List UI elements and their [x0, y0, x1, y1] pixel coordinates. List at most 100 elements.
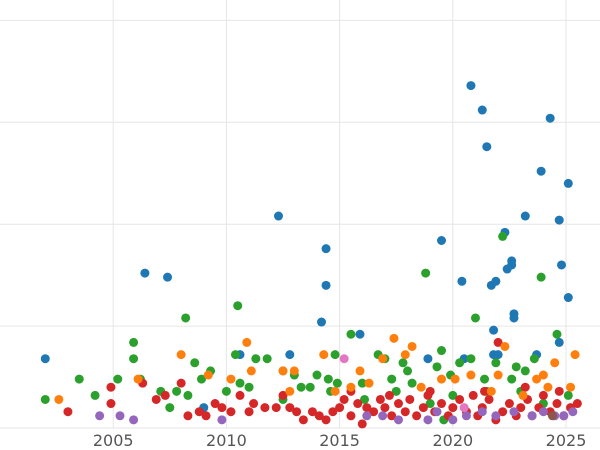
data-point — [432, 362, 442, 372]
data-point — [197, 374, 207, 384]
data-point — [466, 354, 476, 364]
data-point — [176, 350, 186, 360]
data-point — [554, 215, 564, 225]
data-point — [321, 280, 331, 290]
data-point — [378, 411, 388, 421]
data-point — [511, 362, 521, 372]
data-point — [509, 407, 519, 417]
data-point — [416, 382, 426, 392]
data-point — [477, 105, 487, 115]
data-point — [165, 403, 175, 413]
data-point — [40, 394, 50, 404]
data-point — [563, 293, 573, 303]
data-point — [554, 386, 564, 396]
data-point — [339, 394, 349, 404]
data-point — [538, 407, 548, 417]
data-point — [572, 399, 582, 409]
data-point — [210, 399, 220, 409]
data-point — [536, 166, 546, 176]
data-point — [332, 378, 342, 388]
grid-lines — [0, 0, 600, 429]
data-point — [477, 407, 487, 417]
data-point — [246, 366, 256, 376]
data-point — [235, 378, 245, 388]
data-point — [480, 374, 490, 384]
data-point — [398, 358, 408, 368]
data-point — [425, 399, 435, 409]
data-point — [568, 407, 578, 417]
data-point — [298, 415, 308, 425]
data-point — [335, 403, 345, 413]
data-point — [95, 411, 105, 421]
x-tick-label: 2010 — [206, 431, 247, 450]
x-axis-tick-labels: 2005 2010 2015 2020 2025 — [93, 431, 587, 450]
data-point — [432, 407, 442, 417]
data-point — [172, 386, 182, 396]
data-point — [484, 394, 494, 404]
data-point — [323, 374, 333, 384]
data-point — [384, 390, 394, 400]
data-point — [470, 313, 480, 323]
data-point — [493, 350, 503, 360]
data-point — [190, 358, 200, 368]
data-point — [491, 276, 501, 286]
data-point — [321, 244, 331, 254]
data-point — [330, 350, 340, 360]
data-point — [163, 272, 173, 282]
data-point — [545, 113, 555, 123]
data-point — [532, 374, 542, 384]
data-point — [400, 407, 410, 417]
data-point — [536, 272, 546, 282]
data-point — [312, 370, 322, 380]
data-point — [566, 382, 576, 392]
data-point — [289, 366, 299, 376]
data-point — [106, 399, 116, 409]
data-point — [552, 329, 562, 339]
data-point — [346, 382, 356, 392]
data-point — [221, 386, 231, 396]
data-point — [369, 407, 379, 417]
data-points — [40, 81, 582, 429]
data-point — [387, 374, 397, 384]
data-point — [217, 415, 227, 425]
data-point — [455, 394, 465, 404]
data-point — [140, 268, 150, 278]
data-point — [437, 374, 447, 384]
data-point — [529, 354, 539, 364]
data-point — [387, 411, 397, 421]
data-point — [498, 407, 508, 417]
data-point — [244, 407, 254, 417]
data-point — [407, 341, 417, 351]
data-point — [74, 374, 84, 384]
data-point — [355, 329, 365, 339]
data-point — [133, 374, 143, 384]
data-point — [292, 407, 302, 417]
data-point — [317, 317, 327, 327]
data-point — [543, 382, 553, 392]
data-point — [437, 346, 447, 356]
data-point — [557, 260, 567, 270]
data-point — [423, 354, 433, 364]
data-point — [357, 378, 367, 388]
data-point — [203, 370, 213, 380]
data-point — [509, 313, 519, 323]
data-point — [405, 394, 415, 404]
data-point — [425, 386, 435, 396]
x-tick-label: 2020 — [432, 431, 473, 450]
data-point — [278, 390, 288, 400]
data-point — [362, 403, 372, 413]
data-point — [106, 382, 116, 392]
data-point — [403, 366, 413, 376]
data-point — [380, 403, 390, 413]
data-point — [554, 337, 564, 347]
data-point — [518, 390, 528, 400]
data-point — [226, 374, 236, 384]
data-point — [507, 260, 517, 270]
data-point — [538, 370, 548, 380]
data-point — [482, 142, 492, 152]
data-point — [500, 341, 510, 351]
data-point — [459, 403, 469, 413]
data-point — [520, 366, 530, 376]
data-point — [217, 403, 227, 413]
